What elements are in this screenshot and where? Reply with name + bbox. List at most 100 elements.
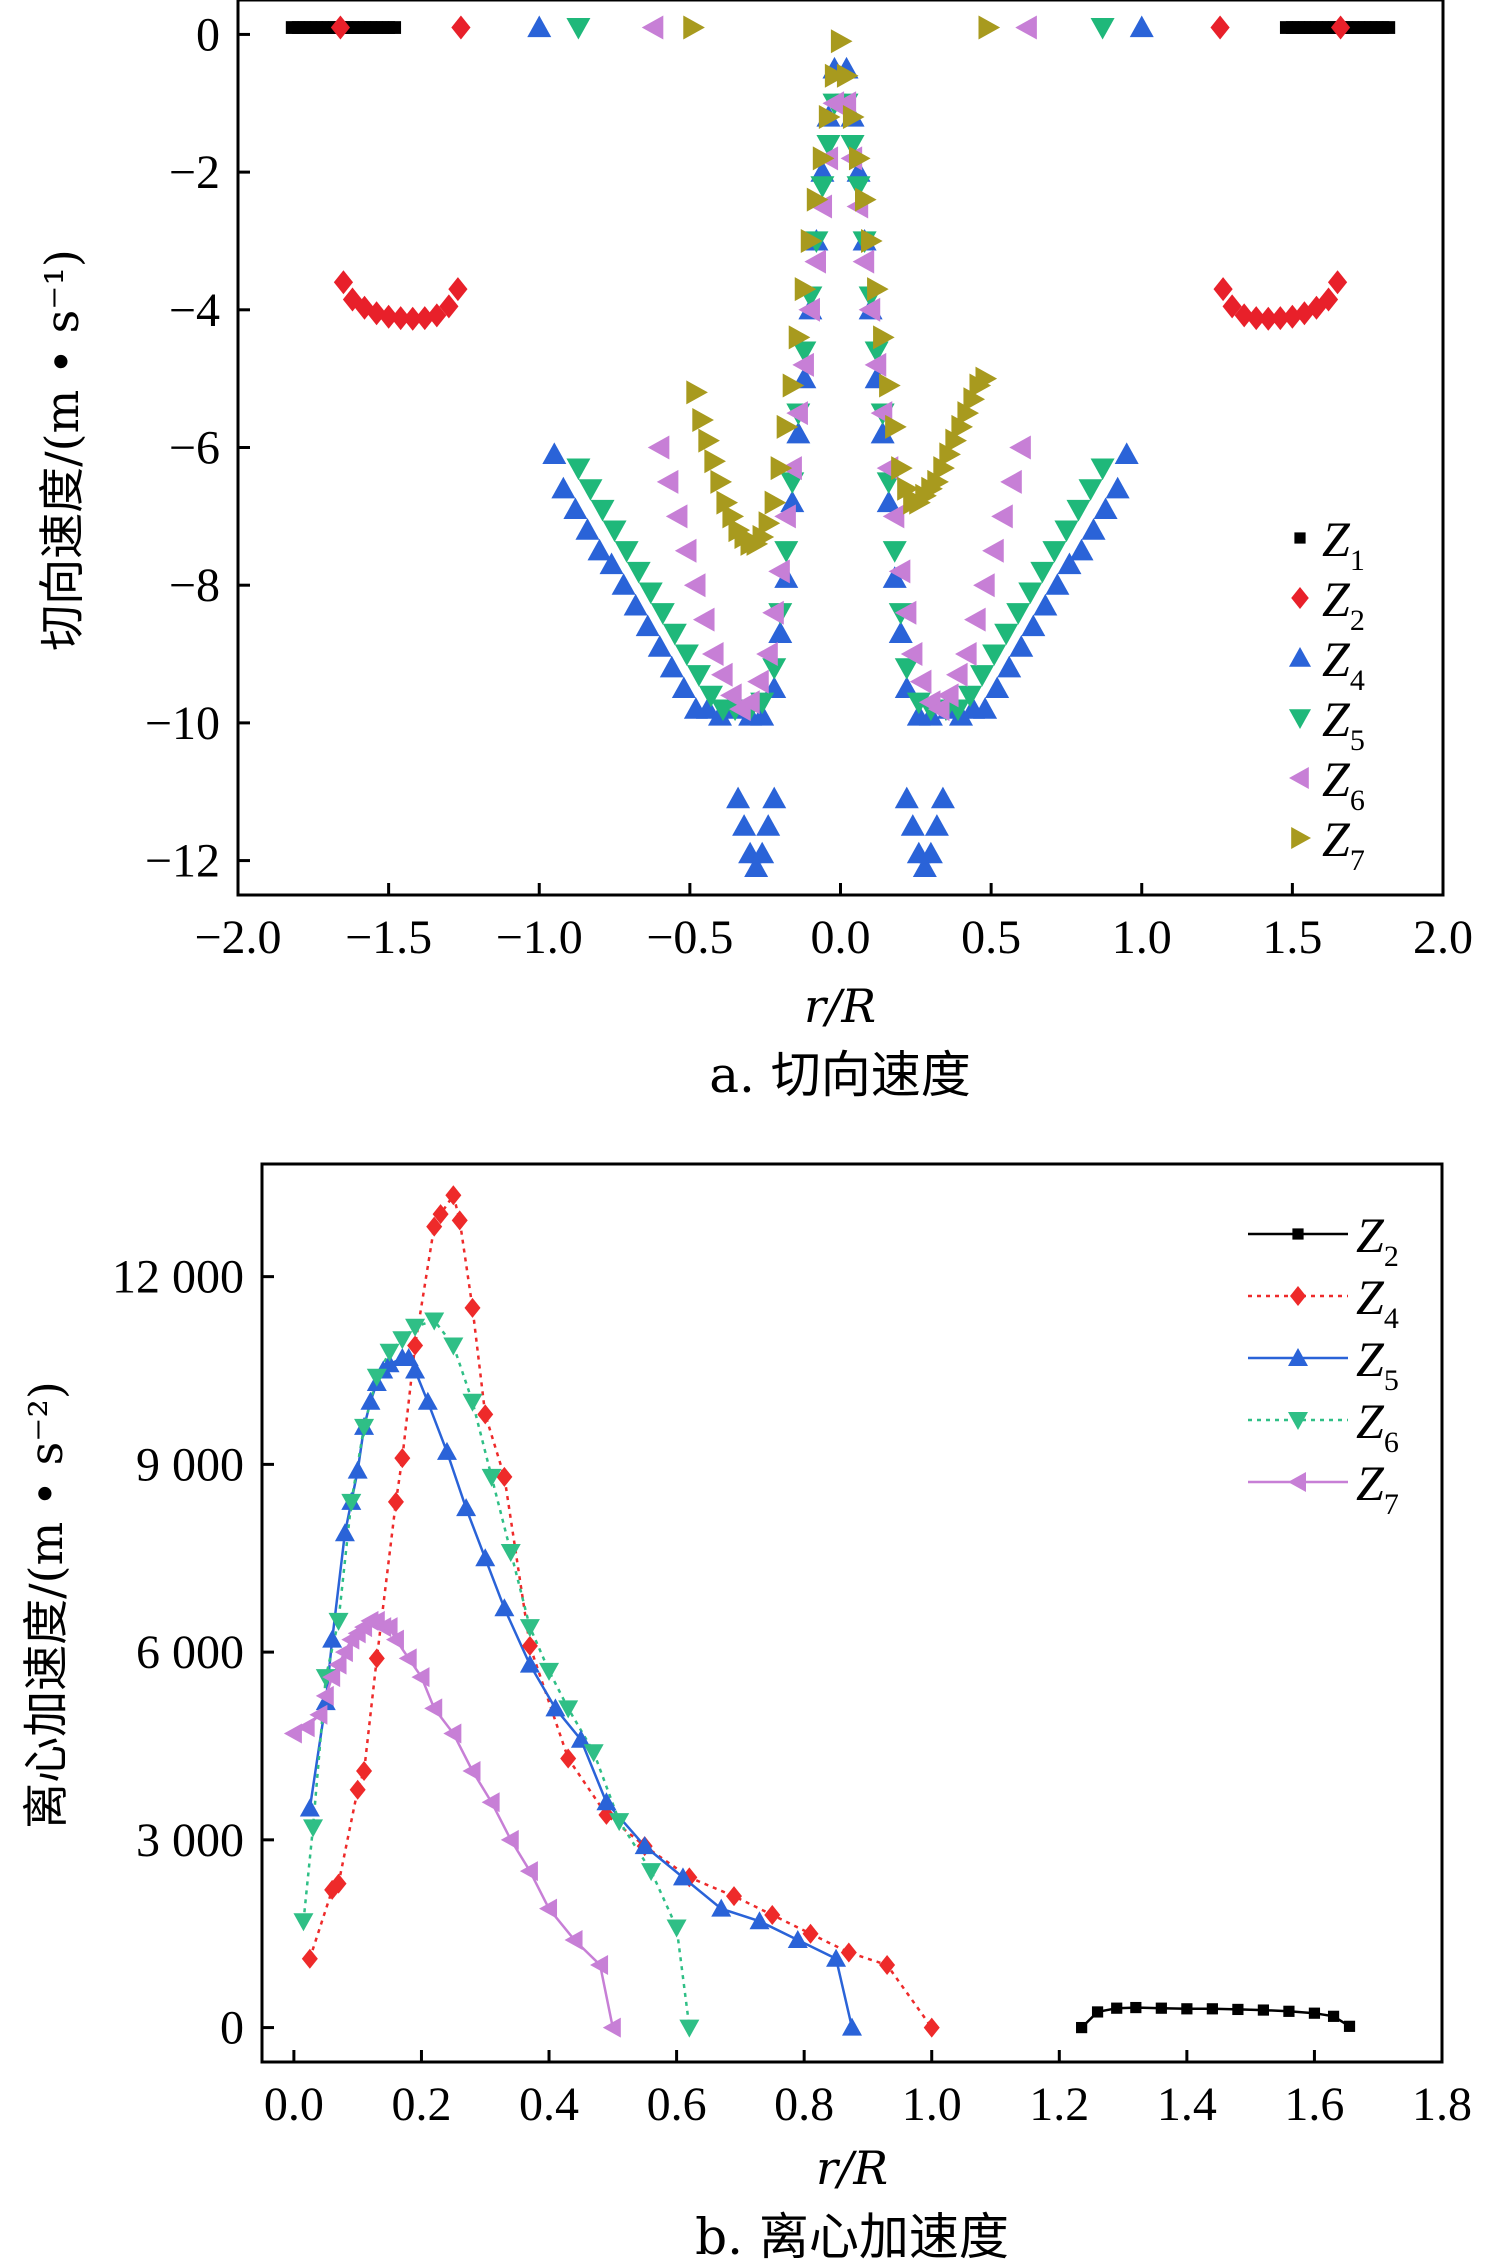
chart-a-point-Z7 — [978, 15, 1001, 40]
chart-a-point-Z4 — [888, 621, 913, 643]
chart-b-point-Z6 — [293, 1913, 314, 1932]
chart-b-point-Z2 — [1327, 2010, 1340, 2022]
chart-a-point-Z7 — [776, 414, 799, 439]
chart-a-point-Z7 — [873, 325, 895, 350]
chart-b-point-Z6 — [462, 1393, 483, 1412]
chart-a-point-Z1 — [388, 21, 402, 34]
chart-a-point-Z2 — [391, 306, 411, 331]
chart-a-point-Z4 — [1129, 15, 1154, 38]
chart-b-point-Z5 — [842, 2017, 862, 2036]
chart-a-point-Z5 — [882, 541, 907, 563]
chart-a-point-Z4 — [876, 490, 901, 513]
chart-a-point-Z4 — [786, 421, 811, 444]
chart-b-point-Z6 — [609, 1813, 630, 1832]
chart-b-point-Z2 — [1155, 2002, 1167, 2014]
chart-a-point-Z7 — [855, 187, 877, 212]
chart-b-point-Z7 — [398, 1648, 417, 1669]
chart-a-point-Z5 — [698, 685, 723, 708]
chart-b-point-Z4 — [802, 1923, 819, 1944]
chart-a-point-Z5 — [662, 623, 687, 646]
chart-a-point-Z4 — [1009, 635, 1034, 657]
chart-b-legend-marker-Z7 — [1288, 1472, 1306, 1492]
chart-a-point-Z6 — [786, 401, 808, 426]
chart-a-series-Z1 — [285, 21, 1396, 34]
chart-b-point-Z7 — [539, 1898, 558, 1919]
chart-a-point-Z6 — [894, 600, 917, 625]
chart-a-point-Z5 — [810, 176, 835, 198]
chart-a-point-Z5 — [792, 341, 817, 364]
chart-b-point-Z7 — [309, 1704, 328, 1725]
chart-a-series-Z5 — [566, 17, 1115, 722]
chart-a-point-Z4 — [762, 786, 787, 809]
chart-a-point-Z7 — [794, 277, 817, 302]
chart-b-legend-marker-Z2 — [1292, 1228, 1304, 1240]
chart-a-point-Z5 — [566, 17, 591, 40]
chart-b-point-Z6 — [641, 1863, 662, 1882]
chart-b-point-Z6 — [303, 1819, 324, 1838]
chart-a-legend-label-Z2: Z2 — [1322, 571, 1365, 637]
chart-a-point-Z2 — [403, 306, 423, 331]
chart-a-point-Z5 — [906, 692, 931, 715]
chart-b-x-axis-label: r/R — [816, 2141, 888, 2195]
chart-a-point-Z7 — [861, 228, 883, 253]
chart-b-y-tick-label: 0 — [220, 2002, 244, 2055]
chart-b-point-Z5 — [634, 1836, 655, 1855]
chart-a-point-Z7 — [885, 414, 907, 439]
chart-a-point-Z4 — [768, 621, 793, 643]
chart-a-point-Z7 — [951, 414, 973, 439]
chart-a-point-Z5 — [566, 458, 591, 481]
chart-a-point-Z4 — [527, 15, 552, 38]
chart-a-point-Z2 — [1318, 287, 1339, 312]
chart-a-point-Z6 — [991, 504, 1013, 529]
chart-b-x-tick-label: 0.2 — [391, 2078, 451, 2131]
chart-a-point-Z5 — [970, 665, 995, 687]
chart-a-point-Z4 — [647, 635, 672, 657]
chart-a-point-Z6 — [1000, 469, 1022, 494]
chart-a-point-Z2 — [379, 304, 399, 329]
chart-a-series-Z6 — [641, 15, 1037, 722]
chart-a-series-Z2 — [330, 15, 1351, 331]
chart-b-point-Z7 — [283, 1723, 302, 1744]
chart-b-point-Z6 — [583, 1744, 604, 1763]
chart-b-point-Z2 — [1076, 2021, 1088, 2034]
chart-a-point-Z6 — [792, 352, 814, 377]
chart-b-point-Z4 — [923, 2017, 940, 2038]
chart-b-series-Z4 — [301, 1185, 940, 2038]
chart-a-point-Z7 — [752, 525, 775, 549]
chart-a-point-Z5 — [578, 479, 603, 501]
chart-a-points — [285, 15, 1396, 878]
chart-a-point-Z4 — [985, 676, 1010, 699]
chart-a-point-Z5 — [816, 134, 841, 157]
chart-a-point-Z6 — [665, 504, 688, 529]
chart-b-point-Z6 — [443, 1337, 464, 1356]
chart-b-series-lines — [293, 1192, 1351, 2029]
chart-b-point-Z6 — [539, 1662, 560, 1681]
chart-a-x-axis-label: r/R — [804, 979, 876, 1033]
chart-b-point-Z5 — [417, 1391, 438, 1410]
chart-a-point-Z4 — [756, 814, 781, 836]
chart-a-point-Z4 — [542, 442, 567, 464]
chart-b-point-Z6 — [354, 1418, 375, 1437]
chart-b-point-Z4 — [330, 1873, 347, 1894]
chart-b-point-Z4 — [407, 1335, 424, 1356]
chart-b-point-Z6 — [519, 1619, 540, 1638]
chart-a-point-Z6 — [945, 662, 968, 687]
chart-b-point-Z7 — [296, 1717, 315, 1738]
chart-b-plot-frame — [260, 1162, 1444, 2064]
chart-a-point-Z6 — [768, 559, 790, 584]
chart-a-point-Z2 — [342, 287, 363, 312]
chart-a-point-Z7 — [891, 456, 913, 481]
chart-a-point-Z5 — [958, 685, 983, 708]
chart-b-point-Z5 — [347, 1460, 368, 1479]
chart-a-point-Z5 — [602, 520, 627, 543]
chart-a-point-Z7 — [945, 428, 967, 453]
chart-a-y-tick-label: −8 — [169, 559, 220, 612]
chart-a-point-Z6 — [864, 352, 887, 377]
chart-b-point-Z5 — [826, 1948, 847, 1967]
chart-a-point-Z6 — [647, 435, 670, 460]
chart-b-legend-label-Z4: Z4 — [1356, 1269, 1399, 1335]
chart-b-point-Z2 — [1257, 2004, 1270, 2016]
chart-a-point-Z6 — [674, 538, 697, 563]
chart-a-point-Z4 — [671, 676, 696, 699]
chart-a-point-Z7 — [710, 469, 732, 494]
